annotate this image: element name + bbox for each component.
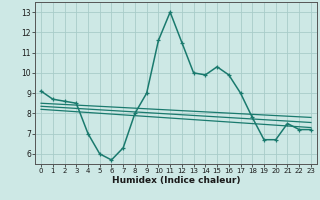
X-axis label: Humidex (Indice chaleur): Humidex (Indice chaleur) [112,176,240,185]
